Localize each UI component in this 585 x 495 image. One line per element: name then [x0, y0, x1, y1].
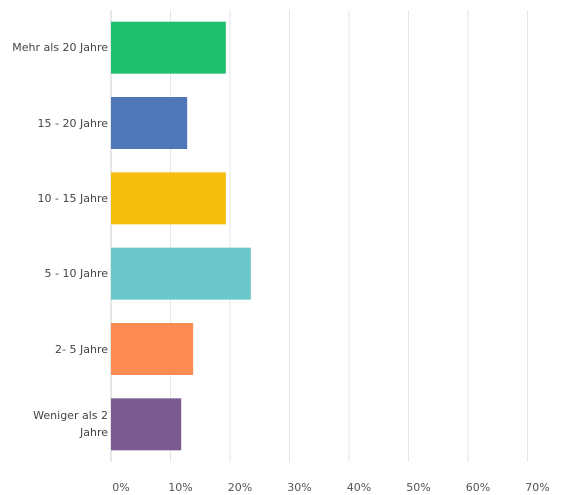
x-tick-label: 10% — [168, 481, 192, 494]
y-tick-label: 5 - 10 Jahre — [44, 267, 108, 281]
y-tick-label: 10 - 15 Jahre — [37, 191, 108, 205]
x-tick-label: 50% — [406, 481, 430, 494]
y-tick-label: Weniger als 2 Jahre — [33, 409, 108, 440]
bar — [111, 172, 226, 225]
bar — [111, 398, 182, 451]
bar — [111, 21, 226, 74]
bar — [111, 97, 188, 149]
x-tick-label: 30% — [287, 481, 311, 494]
y-tick-label: Mehr als 20 Jahre — [12, 41, 108, 55]
bar — [111, 323, 194, 375]
bar — [111, 247, 251, 300]
x-tick-label: 70% — [525, 481, 549, 494]
x-tick-label: 60% — [466, 481, 490, 494]
x-tick-label: 0% — [112, 481, 129, 494]
x-tick-label: 40% — [347, 481, 371, 494]
x-tick-label: 20% — [228, 481, 252, 494]
y-tick-label: 2- 5 Jahre — [55, 342, 108, 356]
y-tick-label: 15 - 20 Jahre — [37, 116, 108, 130]
